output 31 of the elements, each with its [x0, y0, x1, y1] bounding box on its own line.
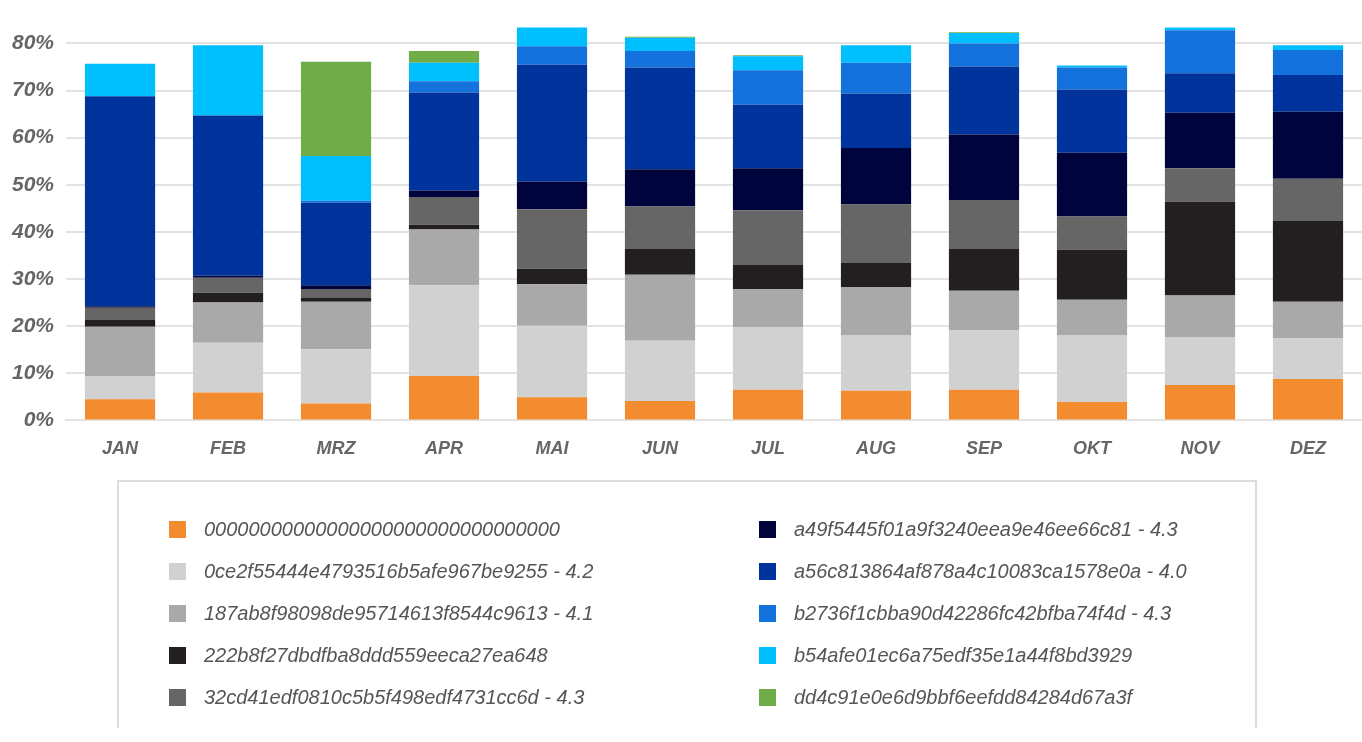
x-tick-label: FEB — [210, 438, 247, 459]
legend-label: a56c813864af878a4c10083ca1578e0a - 4.0 — [794, 559, 1187, 583]
legend-label: 32cd41edf0810c5b5f498edf4731cc6d - 4.3 — [204, 685, 585, 709]
y-tick-label: 0% — [23, 407, 55, 431]
y-tick-label: 30% — [12, 265, 55, 289]
legend-label: b54afe01ec6a75edf35e1a44f8bd3929 — [794, 643, 1133, 667]
legend-label: 187ab8f98098de95714613f8544c9613 - 4.1 — [204, 601, 594, 625]
x-tick-label: AUG — [855, 438, 897, 459]
y-tick-label: 50% — [12, 171, 55, 195]
legend-label: a49f5445f01a9f3240eea9e46ee66c81 - 4.3 — [794, 517, 1178, 541]
x-tick-label: OKT — [1073, 438, 1114, 459]
y-tick-label: 60% — [12, 124, 55, 148]
y-tick-label: 70% — [12, 77, 55, 101]
legend-label: 222b8f27dbdfba8ddd559eeca27ea648 — [204, 643, 548, 667]
x-tick-label: SEP — [965, 438, 1004, 459]
x-tick-label: DEZ — [1290, 438, 1328, 459]
x-tick-label: APR — [424, 438, 464, 459]
legend-label: b2736f1cbba90d42286fc42bfba74f4d - 4.3 — [794, 601, 1172, 625]
y-tick-label: 20% — [11, 312, 55, 336]
y-tick-label: 10% — [12, 360, 55, 384]
legend-label: 00000000000000000000000000000000 — [204, 517, 560, 541]
x-tick-label: JAN — [102, 438, 140, 459]
x-tick-label: JUL — [751, 438, 786, 459]
y-tick-label: 40% — [11, 218, 55, 242]
x-tick-label: NOV — [1180, 438, 1222, 459]
x-tick-label: JUN — [642, 438, 680, 459]
legend-label: 0ce2f55444e4793516b5afe967be9255 - 4.2 — [204, 559, 594, 583]
legend-label: dd4c91e0e6d9bbf6eefdd84284d67a3f — [794, 685, 1133, 709]
x-tick-label: MAI — [535, 438, 570, 459]
y-tick-label: 80% — [12, 30, 55, 54]
x-tick-label: MRZ — [316, 438, 357, 459]
